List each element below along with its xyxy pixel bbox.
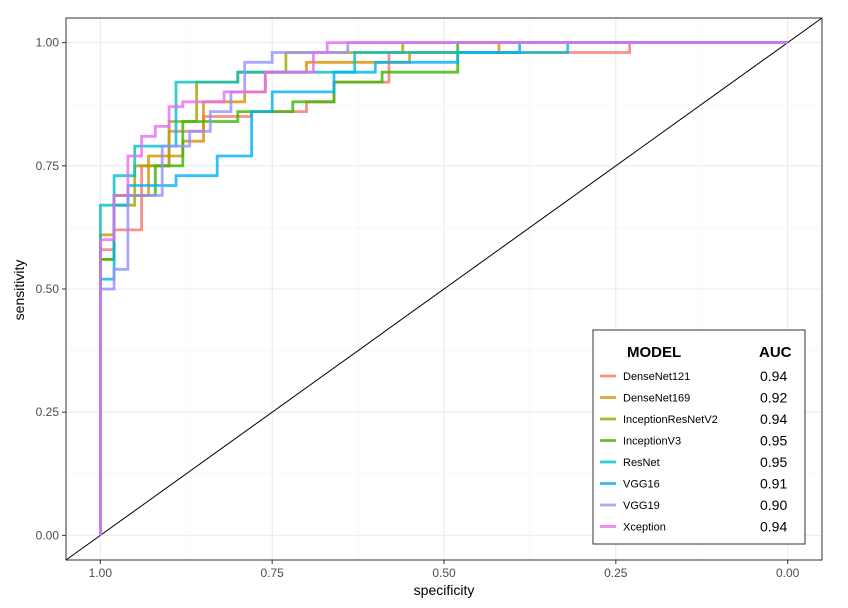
y-tick-label: 1.00 (36, 36, 60, 50)
legend-label: VGG16 (623, 479, 660, 491)
legend-label: InceptionV3 (623, 436, 681, 448)
legend-items: DenseNet121 0.94 DenseNet169 0.92 InceptionR… (600, 368, 787, 535)
reference-diagonal (65, 17, 823, 561)
legend-label: Xception (623, 522, 666, 534)
reference-line (65, 17, 823, 561)
legend: MODEL AUC DenseNet121 0.94 DenseNet169 0.92… (592, 329, 806, 545)
legend-label: InceptionResNetV2 (623, 414, 718, 426)
y-tick-label: 0.75 (36, 159, 60, 173)
x-tick-label: 0.50 (432, 566, 456, 580)
x-tick-label: 0.00 (776, 566, 800, 580)
roc-curves (99, 41, 788, 536)
legend-auc-value: 0.94 (760, 519, 787, 535)
legend-label: DenseNet169 (623, 393, 690, 405)
legend-label: VGG19 (623, 500, 660, 512)
x-tick-label: 1.00 (89, 566, 113, 580)
legend-header-auc: AUC (759, 344, 792, 361)
legend-auc-value: 0.92 (760, 390, 787, 406)
x-axis-title: specificity (414, 582, 475, 598)
roc-curve-xception (99, 41, 788, 536)
x-tick-label: 0.75 (261, 566, 285, 580)
legend-box (592, 329, 806, 545)
y-axis-title: sensitivity (11, 260, 27, 321)
y-tick-label: 0.25 (36, 405, 60, 419)
legend-auc-value: 0.94 (760, 368, 787, 384)
x-tick-label: 0.25 (604, 566, 628, 580)
roc-curve-vgg16 (99, 41, 788, 536)
roc-curve-vgg19 (99, 41, 788, 536)
legend-label: DenseNet121 (623, 371, 690, 383)
axis-ticks: 1.00 0.75 0.50 0.25 0.00 0.00 0.25 0.50 0.75 1.00 (36, 36, 800, 580)
y-tick-label: 0.50 (36, 282, 60, 296)
legend-auc-value: 0.94 (760, 411, 787, 427)
legend-auc-value: 0.91 (760, 476, 787, 492)
legend-label: ResNet (623, 457, 660, 469)
legend-auc-value: 0.95 (760, 433, 787, 449)
legend-header-model: MODEL (627, 344, 681, 361)
y-tick-label: 0.00 (36, 528, 60, 542)
legend-auc-value: 0.90 (760, 497, 787, 513)
legend-auc-value: 0.95 (760, 454, 787, 470)
